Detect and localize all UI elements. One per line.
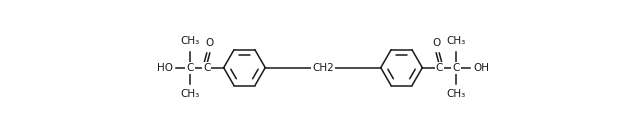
Text: C: C [203,63,210,73]
Text: O: O [206,38,214,48]
Text: CH₃: CH₃ [180,36,199,46]
Text: OH: OH [473,63,489,73]
Text: CH₃: CH₃ [180,89,199,99]
Text: C: C [186,63,194,73]
Text: CH2: CH2 [312,63,334,73]
Text: CH₃: CH₃ [447,36,466,46]
Text: O: O [432,38,440,48]
Text: C: C [435,63,443,73]
Text: CH₃: CH₃ [447,89,466,99]
Text: HO: HO [157,63,173,73]
Text: C: C [452,63,460,73]
